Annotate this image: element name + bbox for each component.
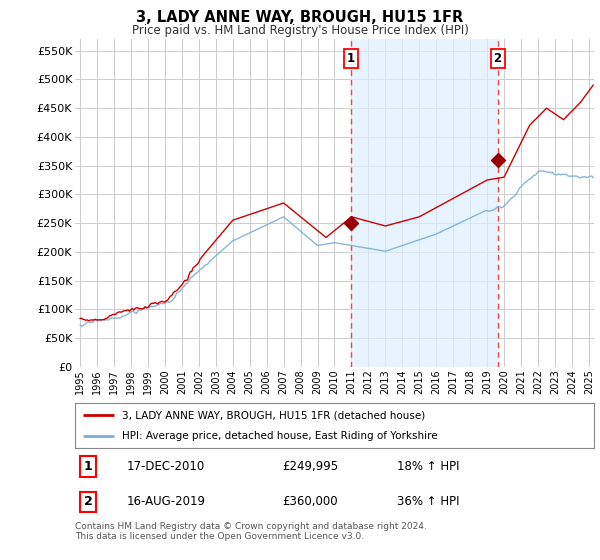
Text: Price paid vs. HM Land Registry's House Price Index (HPI): Price paid vs. HM Land Registry's House … — [131, 24, 469, 36]
Text: 1: 1 — [347, 52, 355, 66]
Text: 2: 2 — [494, 52, 502, 66]
Text: Contains HM Land Registry data © Crown copyright and database right 2024.
This d: Contains HM Land Registry data © Crown c… — [75, 522, 427, 542]
Text: 18% ↑ HPI: 18% ↑ HPI — [397, 460, 459, 473]
Text: 17-DEC-2010: 17-DEC-2010 — [127, 460, 205, 473]
Text: 3, LADY ANNE WAY, BROUGH, HU15 1FR (detached house): 3, LADY ANNE WAY, BROUGH, HU15 1FR (deta… — [122, 410, 425, 421]
Text: 1: 1 — [83, 460, 92, 473]
Text: 36% ↑ HPI: 36% ↑ HPI — [397, 495, 459, 508]
Text: £360,000: £360,000 — [283, 495, 338, 508]
Text: £249,995: £249,995 — [283, 460, 339, 473]
Text: 3, LADY ANNE WAY, BROUGH, HU15 1FR: 3, LADY ANNE WAY, BROUGH, HU15 1FR — [136, 10, 464, 25]
Text: HPI: Average price, detached house, East Riding of Yorkshire: HPI: Average price, detached house, East… — [122, 431, 437, 441]
Text: 2: 2 — [83, 495, 92, 508]
Text: 16-AUG-2019: 16-AUG-2019 — [127, 495, 206, 508]
Bar — [351, 39, 497, 367]
